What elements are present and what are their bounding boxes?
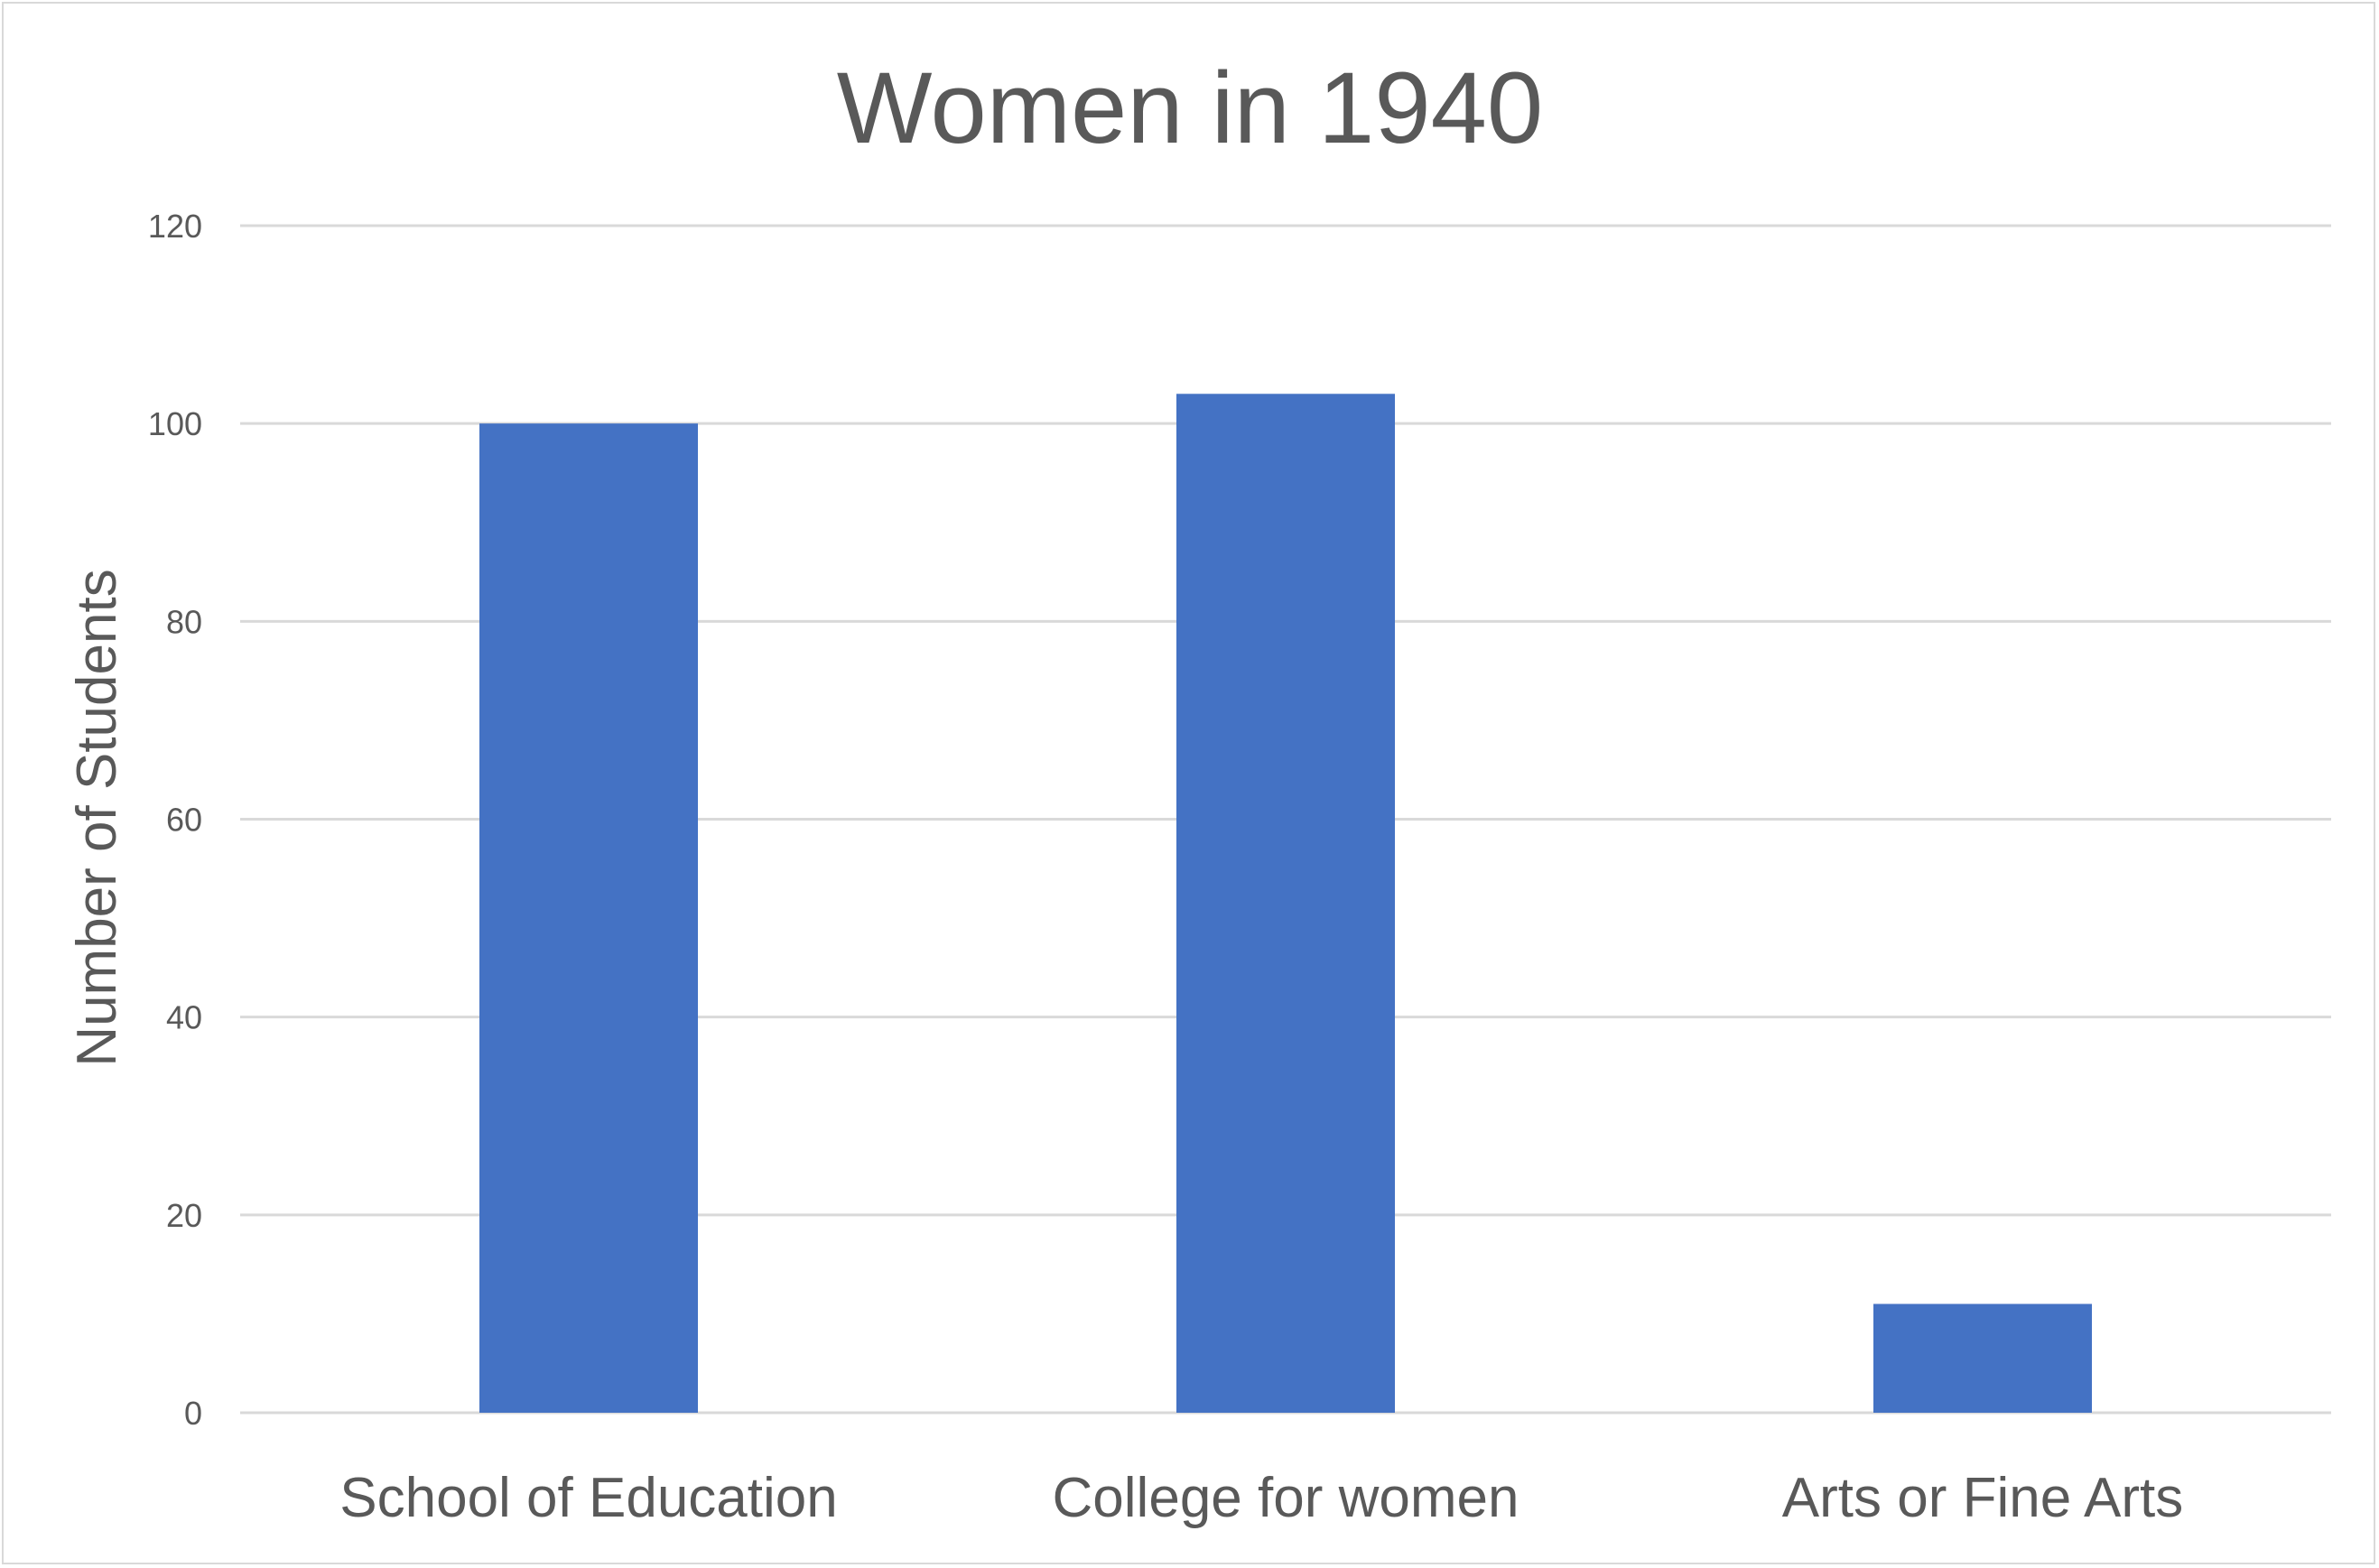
bars bbox=[479, 394, 2092, 1414]
y-tick-label-20: 20 bbox=[166, 1197, 202, 1234]
y-tick-label-40: 40 bbox=[166, 999, 202, 1036]
bar-arts-or-fine-arts bbox=[1873, 1304, 2092, 1413]
y-axis-title: Number of Students bbox=[66, 569, 128, 1066]
chart-title: Women in 1940 bbox=[837, 51, 1543, 164]
y-tick-label-100: 100 bbox=[148, 405, 202, 442]
y-tick-labels: 0 20 40 60 80 100 120 bbox=[148, 208, 202, 1432]
y-tick-label-0: 0 bbox=[184, 1395, 202, 1432]
y-tick-label-60: 60 bbox=[166, 802, 202, 839]
x-tick-label-college-for-women: College for women bbox=[1053, 1467, 1519, 1529]
bar-college-for-women bbox=[1176, 394, 1395, 1414]
x-tick-labels: School of Education College for women Arts… bbox=[339, 1467, 2183, 1529]
y-tick-label-80: 80 bbox=[166, 603, 202, 640]
bar-school-of-education bbox=[479, 423, 698, 1414]
y-tick-label-120: 120 bbox=[148, 208, 202, 245]
x-tick-label-school-of-education: School of Education bbox=[339, 1467, 838, 1529]
x-tick-label-arts-or-fine-arts: Arts or Fine Arts bbox=[1782, 1467, 2183, 1529]
